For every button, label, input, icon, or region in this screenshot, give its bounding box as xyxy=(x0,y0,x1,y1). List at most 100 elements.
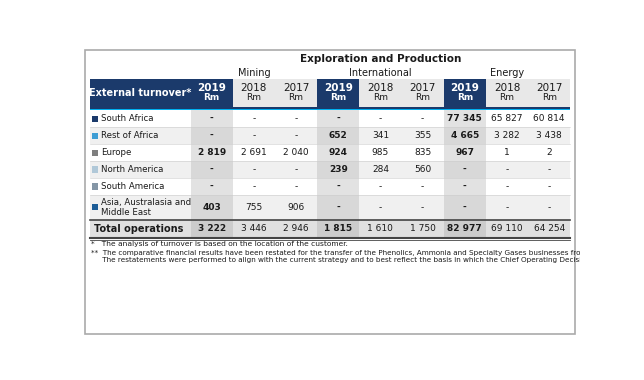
Text: 2: 2 xyxy=(546,148,552,157)
Text: Europe: Europe xyxy=(101,148,132,157)
Text: 2 946: 2 946 xyxy=(283,224,309,233)
Text: Rm: Rm xyxy=(457,93,473,103)
Bar xyxy=(444,79,486,107)
Text: 755: 755 xyxy=(245,203,263,212)
Text: 985: 985 xyxy=(372,148,389,157)
Text: 69 110: 69 110 xyxy=(491,224,523,233)
Text: Rm: Rm xyxy=(373,93,388,103)
Text: 3 222: 3 222 xyxy=(198,224,225,233)
Text: -: - xyxy=(379,114,382,123)
Text: 1: 1 xyxy=(504,148,510,157)
Bar xyxy=(444,161,486,178)
Text: Rm: Rm xyxy=(415,93,430,103)
Bar xyxy=(191,127,232,144)
Bar xyxy=(191,110,232,127)
Text: External turnover*: External turnover* xyxy=(89,88,191,98)
Bar xyxy=(444,110,486,127)
Text: Rm: Rm xyxy=(204,93,220,103)
Text: Rm: Rm xyxy=(289,93,303,103)
Text: 2017: 2017 xyxy=(410,83,436,93)
Bar xyxy=(90,195,571,220)
Text: 2017: 2017 xyxy=(536,83,562,93)
Text: -: - xyxy=(421,203,424,212)
Bar xyxy=(90,144,571,161)
Bar xyxy=(191,178,232,195)
Text: 2017: 2017 xyxy=(283,83,309,93)
Bar xyxy=(90,52,571,67)
Text: Exploration and Production: Exploration and Production xyxy=(299,54,461,65)
Bar xyxy=(92,184,99,190)
Bar xyxy=(317,110,359,127)
Bar xyxy=(90,107,571,109)
Text: -: - xyxy=(210,182,214,191)
Text: 3 282: 3 282 xyxy=(494,131,520,140)
Text: 3 446: 3 446 xyxy=(241,224,267,233)
Text: -: - xyxy=(421,182,424,191)
Text: 355: 355 xyxy=(414,131,431,140)
Bar xyxy=(90,220,571,238)
Text: 82 977: 82 977 xyxy=(448,224,482,233)
Text: Rm: Rm xyxy=(542,93,556,103)
Text: -: - xyxy=(547,165,551,174)
FancyBboxPatch shape xyxy=(85,50,575,334)
Text: Rest of Africa: Rest of Africa xyxy=(101,131,159,140)
Bar xyxy=(191,220,232,238)
Text: 3 438: 3 438 xyxy=(536,131,562,140)
Text: -: - xyxy=(506,182,509,191)
Text: 2019: 2019 xyxy=(324,83,353,93)
Bar xyxy=(317,127,359,144)
Text: 2019: 2019 xyxy=(197,83,226,93)
Bar xyxy=(444,144,486,161)
Text: Energy: Energy xyxy=(490,68,524,78)
Text: 4 665: 4 665 xyxy=(451,131,479,140)
Bar xyxy=(90,178,571,195)
Text: 1 750: 1 750 xyxy=(410,224,435,233)
Text: 2 819: 2 819 xyxy=(198,148,226,157)
Text: **  The comparative financial results have been restated for the transfer of the: ** The comparative financial results hav… xyxy=(91,250,644,256)
Text: South Africa: South Africa xyxy=(101,114,154,123)
Bar xyxy=(317,195,359,220)
Text: -: - xyxy=(379,203,382,212)
Bar xyxy=(90,161,571,178)
Text: 284: 284 xyxy=(372,165,389,174)
Text: -: - xyxy=(210,165,214,174)
Text: 560: 560 xyxy=(414,165,431,174)
Text: Rm: Rm xyxy=(247,93,261,103)
Bar xyxy=(317,144,359,161)
Bar xyxy=(92,133,99,139)
Bar xyxy=(191,195,232,220)
Bar xyxy=(90,79,571,107)
Text: -: - xyxy=(336,182,340,191)
Bar xyxy=(92,150,99,156)
Text: 2019: 2019 xyxy=(450,83,479,93)
Text: Asia, Australasia and
Middle East: Asia, Australasia and Middle East xyxy=(101,198,191,217)
Text: 652: 652 xyxy=(329,131,348,140)
Text: -: - xyxy=(210,114,214,123)
Text: 341: 341 xyxy=(372,131,389,140)
Text: *   The analysis of turnover is based on the location of the customer.: * The analysis of turnover is based on t… xyxy=(91,241,348,247)
Text: 2018: 2018 xyxy=(494,83,520,93)
Text: 2018: 2018 xyxy=(367,83,393,93)
Bar xyxy=(90,110,571,127)
Bar xyxy=(317,178,359,195)
Text: -: - xyxy=(506,165,509,174)
Text: Rm: Rm xyxy=(330,93,346,103)
Bar xyxy=(191,79,232,107)
Text: -: - xyxy=(252,114,256,123)
Bar xyxy=(317,220,359,238)
Bar xyxy=(317,161,359,178)
Text: -: - xyxy=(336,114,340,123)
Text: -: - xyxy=(294,165,298,174)
Text: Rm: Rm xyxy=(500,93,515,103)
Text: -: - xyxy=(463,203,467,212)
Text: -: - xyxy=(336,203,340,212)
Text: -: - xyxy=(210,131,214,140)
Bar xyxy=(90,127,571,144)
Bar xyxy=(191,161,232,178)
Text: 835: 835 xyxy=(414,148,431,157)
Bar xyxy=(92,116,99,122)
Text: South America: South America xyxy=(101,182,165,191)
Text: 967: 967 xyxy=(455,148,475,157)
Bar xyxy=(444,195,486,220)
Text: -: - xyxy=(421,114,424,123)
